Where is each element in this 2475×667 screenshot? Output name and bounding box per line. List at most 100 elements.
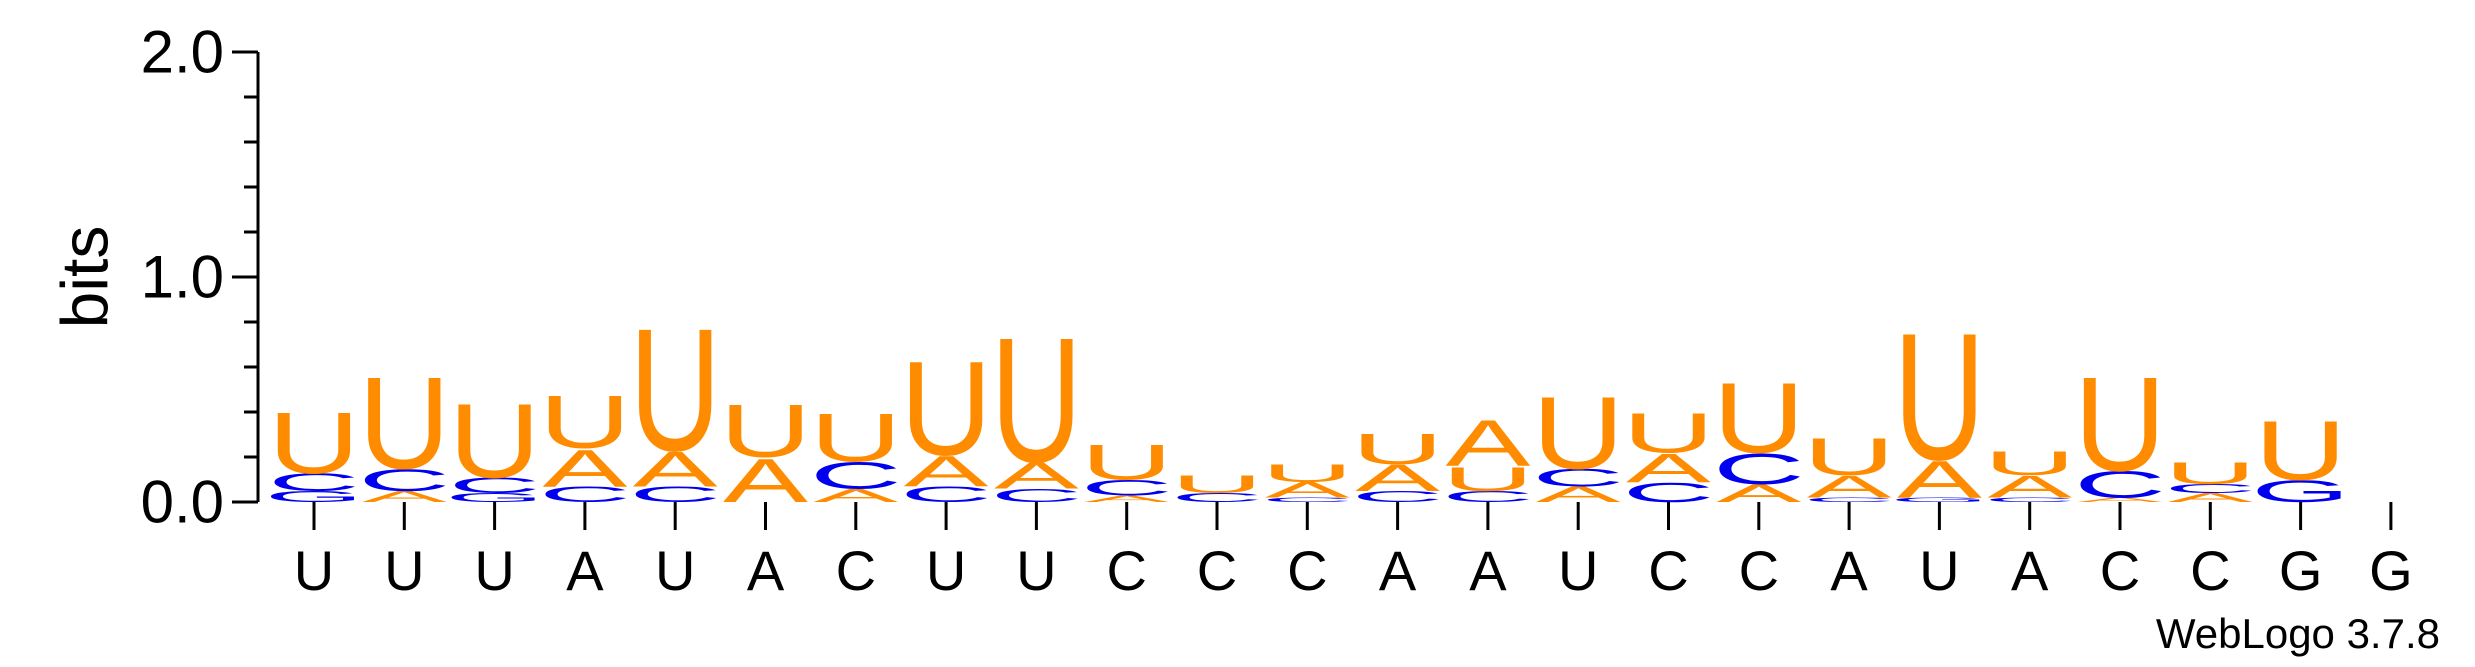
logo-column: CAU	[990, 300, 1082, 506]
x-tick-label: A	[1830, 539, 1868, 602]
logo-column: CAU	[1261, 459, 1353, 503]
logo-letter-u: U	[990, 300, 1082, 499]
logo-column: CAU	[1984, 444, 2076, 504]
logo-letter-g: G	[1890, 496, 1989, 503]
logo-letter-a: A	[994, 455, 1079, 497]
logo-column: CU	[1171, 471, 1263, 505]
logo-column: GAU	[1890, 296, 1989, 509]
logo-letter-c: C	[449, 473, 541, 497]
logo-letter-u: U	[720, 390, 812, 474]
x-tick-label: U	[474, 539, 514, 602]
y-tick-label: 1.0	[141, 244, 224, 311]
x-tick-label: U	[1919, 539, 1959, 602]
logo-column: AU	[720, 390, 812, 516]
logo-letter-c: C	[1532, 464, 1624, 492]
logo-letter-a: A	[1626, 445, 1711, 491]
x-tick-label: C	[836, 539, 876, 602]
logo-letter-u: U	[1442, 460, 1534, 498]
logo-letter-u: U	[2164, 456, 2256, 491]
x-tick-label: A	[747, 539, 785, 602]
x-tick-label: A	[566, 539, 604, 602]
y-axis: 0.0 1.0 2.0 bits	[47, 19, 260, 536]
x-tick-label: G	[2369, 539, 2413, 602]
logo-column: GCU	[265, 394, 364, 505]
logo-letter-u: U	[810, 399, 902, 476]
x-tick-label: C	[2190, 539, 2230, 602]
logo-letter-u: U	[1171, 471, 1263, 499]
logo-letter-u: U	[1803, 427, 1895, 486]
x-tick-label: U	[1558, 539, 1598, 602]
x-tick-label: U	[294, 539, 334, 602]
logo-letter-c: C	[2074, 464, 2166, 506]
logo-column: CUA	[1442, 407, 1534, 505]
x-tick-label: U	[1016, 539, 1056, 602]
y-ticks: 0.0 1.0 2.0	[141, 19, 258, 536]
logo-letter-a: A	[1987, 469, 2072, 504]
logo-letter-c: C	[358, 462, 450, 497]
logo-letter-u: U	[629, 292, 721, 488]
logo-column: CAU	[629, 292, 721, 506]
logo-letter-c: C	[1442, 488, 1534, 505]
logo-letter-a: A	[2168, 491, 2254, 505]
logo-letter-u: U	[268, 394, 360, 492]
logo-letter-u: U	[1893, 296, 1985, 499]
logo-column: CAU	[1803, 427, 1895, 504]
logo-letter-c: C	[1081, 476, 1173, 500]
logo-letter-a: A	[542, 438, 627, 497]
logo-letter-a: A	[2078, 496, 2163, 503]
x-tick-label: A	[2011, 539, 2049, 602]
logo-letter-a: A	[633, 441, 719, 497]
logo-letter-a: A	[1445, 407, 1530, 480]
logo-letter-a: A	[1265, 478, 1350, 502]
logo-letter-u: U	[539, 381, 631, 465]
logo-letter-a: A	[904, 447, 990, 496]
logo-column: ACU	[1713, 363, 1805, 508]
logo-letter-u: U	[1984, 444, 2076, 482]
logo-letter-g: G	[445, 491, 544, 505]
logo-letter-u: U	[1623, 402, 1715, 465]
logo-letter-a: A	[362, 488, 448, 505]
x-tick-label: U	[384, 539, 424, 602]
logo-letter-u: U	[1713, 363, 1805, 475]
logo-letter-u: U	[1081, 435, 1173, 491]
x-tick-label: A	[1469, 539, 1507, 602]
logo-letter-c: C	[1713, 445, 1805, 494]
logo-letter-u: U	[1261, 459, 1353, 487]
logo-letter-u: U	[358, 350, 450, 496]
logo-letter-c: C	[1171, 491, 1263, 505]
logo-letter-u: U	[1352, 425, 1444, 474]
logo-column: CAU	[539, 381, 631, 507]
x-tick-label: C	[1106, 539, 1146, 602]
x-tick-label: C	[2100, 539, 2140, 602]
logo-column: ACU	[1532, 375, 1624, 507]
logo-letter-c: C	[268, 468, 360, 496]
x-tick-label: C	[1197, 539, 1237, 602]
y-tick-label: 0.0	[141, 469, 224, 536]
x-tick-label: C	[1739, 539, 1779, 602]
logo-letter-c: C	[810, 455, 902, 497]
logo-letter-a: A	[1355, 457, 1440, 499]
logo-letter-u: U	[2255, 403, 2347, 498]
logo-column: GCU	[445, 381, 544, 505]
logo-letter-u: U	[449, 381, 541, 500]
y-tick-label: 2.0	[141, 19, 224, 86]
logo-letter-c: C	[1261, 496, 1353, 503]
weblogo-watermark: WebLogo 3.7.8	[2156, 610, 2440, 657]
logo-letter-c: C	[1984, 496, 2076, 503]
logo-letter-c: C	[1803, 496, 1895, 503]
logo-letter-a: A	[1084, 494, 1169, 504]
x-tick-label: C	[1287, 539, 1327, 602]
logo-column: CAU	[900, 334, 992, 507]
logo-letter-u: U	[2074, 349, 2166, 499]
logo-column: GU	[2251, 403, 2350, 509]
logo-letter-g: G	[265, 488, 364, 505]
logo-column: ACU	[1081, 435, 1173, 505]
logo-letter-c: C	[2164, 482, 2256, 496]
logo-letter-u: U	[900, 334, 992, 484]
x-tick-label: A	[1379, 539, 1417, 602]
logo-letter-a: A	[1897, 450, 1982, 509]
logo-column: ACU	[2164, 456, 2256, 505]
